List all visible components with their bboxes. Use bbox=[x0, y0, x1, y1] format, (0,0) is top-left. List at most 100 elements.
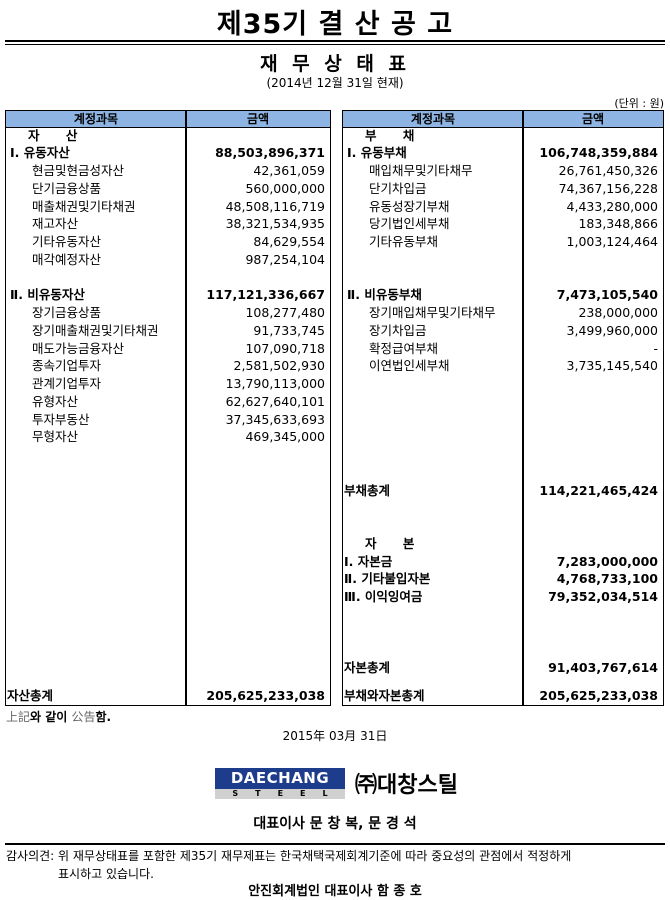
table-row: 장기매입채무및기타채무 238,000,000 bbox=[343, 304, 663, 321]
row-amount: 26,761,450,326 bbox=[558, 163, 658, 178]
group-row: 부 채 bbox=[343, 127, 663, 144]
table-row: 유형자산 62,627,640,101 bbox=[6, 393, 330, 410]
notice-part: 上記 bbox=[6, 710, 31, 724]
liabilities-equity-table: 계정과목 금액 부 채 Ⅰ. 유동부채 106,748,359,884 매입채무및기타… bbox=[342, 110, 664, 706]
row-amount: 4,768,733,100 bbox=[556, 571, 658, 587]
row-label: 단기금융상품 bbox=[32, 180, 102, 196]
company-name: ㈜대창스틸 bbox=[355, 773, 458, 798]
table-row: 단기차입금 74,367,156,228 bbox=[343, 180, 663, 197]
row-amount: 117,121,336,667 bbox=[206, 287, 325, 303]
table-row: 이연법인세부채 3,735,145,540 bbox=[343, 357, 663, 374]
auditor-name: 안진회계법인 대표이사 함 종 호 bbox=[248, 884, 422, 899]
ceo-names: 대표이사 문 창 복, 문 경 석 bbox=[253, 816, 417, 832]
table-row: 기타유동자산 84,629,554 bbox=[6, 233, 330, 250]
row-label: 장기차입금 bbox=[369, 322, 427, 338]
notice-text: 上記와 같이 公告함. bbox=[6, 708, 111, 725]
row-label: 유동성장기부채 bbox=[369, 198, 450, 214]
row-amount: 7,283,000,000 bbox=[556, 553, 658, 569]
section-row: Ⅱ. 비유동자산 117,121,336,667 bbox=[6, 286, 330, 303]
row-label: 기타유동자산 bbox=[32, 234, 102, 249]
table-row: 매도가능금융자산 107,090,718 bbox=[6, 340, 330, 357]
row-amount: 205,625,233,038 bbox=[539, 688, 658, 703]
row-label: 기타유동부채 bbox=[369, 234, 439, 249]
table-row: 매각예정자산 987,254,104 bbox=[6, 251, 330, 268]
row-amount: 987,254,104 bbox=[245, 251, 325, 267]
row-amount: 88,503,896,371 bbox=[215, 145, 325, 161]
assets-table: 계정과목 금액 자 산 Ⅰ. 유동자산 88,503,896,371 현금및현금성자산… bbox=[5, 110, 331, 706]
table-row: 유동성장기부채 4,433,280,000 bbox=[343, 198, 663, 215]
row-amount: 13,790,113,000 bbox=[225, 376, 325, 391]
row-amount: 38,321,534,935 bbox=[225, 216, 325, 232]
row-label: 자본총계 bbox=[344, 660, 391, 675]
table-row: 확정급여부채 - bbox=[343, 340, 663, 357]
row-label: 유형자산 bbox=[32, 393, 79, 409]
table-row: 단기금융상품 560,000,000 bbox=[6, 180, 330, 197]
row-label: 종속기업투자 bbox=[32, 358, 102, 374]
row-label: 현금및현금성자산 bbox=[32, 163, 125, 178]
row-label: 장기매입채무및기타채무 bbox=[369, 305, 496, 320]
total-row: Ⅰ. 자본금 7,283,000,000 bbox=[343, 553, 663, 570]
row-label: 자 산 bbox=[28, 127, 78, 143]
table-row: 매출채권및기타채권 48,508,116,719 bbox=[6, 198, 330, 215]
row-amount: 7,473,105,540 bbox=[556, 287, 658, 303]
table-row: 당기법인세부채 183,348,866 bbox=[343, 215, 663, 232]
row-label: 무형자산 bbox=[32, 429, 79, 445]
assets-total-row: 자산총계 205,625,233,038 bbox=[6, 687, 330, 704]
section-row: Ⅰ. 유동부채 106,748,359,884 bbox=[343, 144, 663, 161]
group-row: 자 산 bbox=[6, 127, 330, 144]
row-amount: 205,625,233,038 bbox=[206, 688, 325, 703]
row-label: 매각예정자산 bbox=[32, 251, 102, 267]
total-row: Ⅱ. 기타불입자본 4,768,733,100 bbox=[343, 570, 663, 587]
row-label: Ⅲ. 이익잉여금 bbox=[344, 589, 423, 604]
liabilities-equity-total-row: 부채와자본총계 205,625,233,038 bbox=[343, 687, 663, 704]
row-label: 매출채권및기타채권 bbox=[32, 198, 136, 214]
company-logo: DAECHANG STEEL bbox=[215, 768, 345, 799]
row-label: 부 채 bbox=[365, 127, 415, 143]
row-label: 자 본 bbox=[365, 535, 415, 551]
row-label: 단기차입금 bbox=[369, 180, 427, 196]
row-label: Ⅰ. 유동자산 bbox=[10, 145, 70, 161]
unit-label: (단위 : 원) bbox=[614, 97, 664, 110]
row-amount: 108,277,480 bbox=[245, 305, 325, 320]
total-row: 자본총계 91,403,767,614 bbox=[343, 659, 663, 676]
row-amount: 91,403,767,614 bbox=[548, 660, 658, 675]
section-row: Ⅱ. 비유동부채 7,473,105,540 bbox=[343, 286, 663, 303]
row-label: 확정급여부채 bbox=[369, 340, 439, 356]
table-row: 기타유동부채 1,003,124,464 bbox=[343, 233, 663, 250]
row-amount: 1,003,124,464 bbox=[566, 234, 658, 249]
row-amount: 114,221,465,424 bbox=[539, 482, 658, 498]
table-row: 현금및현금성자산 42,361,059 bbox=[6, 162, 330, 179]
row-amount: 74,367,156,228 bbox=[558, 180, 658, 196]
section-row: Ⅰ. 유동자산 88,503,896,371 bbox=[6, 144, 330, 161]
row-label: 자산총계 bbox=[7, 688, 54, 703]
row-label: 투자부동산 bbox=[32, 411, 90, 427]
audit-line: 감사의견: 위 재무상태표를 포함한 제35기 재무제표는 한국채택국제회계기준… bbox=[6, 849, 572, 863]
notice-part: 와 같이 bbox=[30, 710, 72, 724]
notice-date: 2015年 03月 31日 bbox=[282, 729, 388, 743]
row-amount: 48,508,116,719 bbox=[225, 198, 325, 214]
group-row: 자 본 bbox=[343, 535, 663, 552]
table-header: 계정과목 금액 bbox=[343, 111, 663, 128]
column-header-account: 계정과목 bbox=[410, 112, 456, 126]
row-amount: 79,352,034,514 bbox=[548, 589, 658, 604]
row-label: 관계기업투자 bbox=[32, 376, 102, 391]
row-amount: 84,629,554 bbox=[253, 234, 325, 249]
column-header-amount: 금액 bbox=[581, 112, 605, 126]
table-row: 장기금융상품 108,277,480 bbox=[6, 304, 330, 321]
logo-sub-text: STEEL bbox=[215, 789, 345, 799]
row-amount: 3,735,145,540 bbox=[566, 358, 658, 374]
row-amount: 62,627,640,101 bbox=[225, 393, 325, 409]
table-row: 종속기업투자 2,581,502,930 bbox=[6, 357, 330, 374]
statement-title: 재 무 상 태 표 bbox=[260, 53, 410, 75]
row-label: 매도가능금융자산 bbox=[32, 340, 125, 356]
table-row: 매입채무및기타채무 26,761,450,326 bbox=[343, 162, 663, 179]
row-amount: 4,433,280,000 bbox=[566, 198, 658, 214]
divider bbox=[5, 44, 665, 45]
divider bbox=[5, 40, 665, 42]
row-label: 당기법인세부채 bbox=[369, 216, 450, 232]
row-label: Ⅰ. 자본금 bbox=[344, 553, 393, 569]
row-label: 장기금융상품 bbox=[32, 305, 102, 320]
notice-part: 함. bbox=[95, 710, 112, 724]
table-row: 재고자산 38,321,534,935 bbox=[6, 215, 330, 232]
